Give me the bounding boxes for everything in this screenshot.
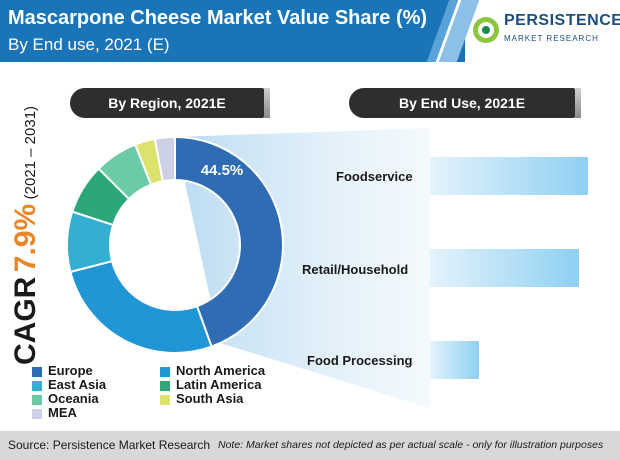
legend-swatch — [32, 366, 42, 377]
legend-item-europe: Europe — [32, 363, 93, 378]
persistence-logo — [473, 17, 499, 43]
legend-label: North America — [176, 363, 266, 378]
source-text: Source: Persistence Market Research — [8, 438, 211, 452]
legend-item-south-asia: South Asia — [160, 391, 243, 406]
legend-label: South Asia — [176, 391, 244, 406]
chart-subtitle: By End use, 2021 (E) — [8, 35, 170, 54]
legend-swatch — [160, 394, 170, 405]
legend-label: Oceania — [48, 391, 99, 406]
pie-slice-mea — [153, 135, 176, 183]
legend-swatch — [32, 408, 42, 419]
legend-item-north-america: North America — [160, 363, 265, 378]
region-pill: By Region, 2021E — [70, 88, 270, 118]
pie-slice-north-america — [69, 259, 213, 354]
legend-swatch — [160, 380, 170, 391]
legend-item-east-asia: East Asia — [32, 377, 106, 392]
legend-label: MEA — [48, 405, 77, 420]
footer-bar — [0, 431, 620, 460]
legend-label: Latin America — [176, 377, 262, 392]
legend-item-mea: MEA — [32, 405, 77, 420]
logo-name: PERSISTENCE — [504, 12, 620, 29]
legend-swatch — [32, 380, 42, 391]
bar-food-processing — [430, 341, 479, 379]
bar-label-foodservice: Foodservice — [336, 169, 413, 184]
legend-label: East Asia — [48, 377, 107, 392]
legend-item-oceania: Oceania — [32, 391, 99, 406]
legend-swatch — [160, 366, 170, 377]
bar-label-food-processing: Food Processing — [307, 353, 413, 368]
legend-label: Europe — [48, 363, 93, 378]
bar-label-retail: Retail/Household — [302, 262, 409, 277]
bar-retail-household — [430, 249, 579, 287]
legend-item-latin-america: Latin America — [160, 377, 262, 392]
logo-tagline: MARKET RESEARCH — [504, 34, 599, 43]
pie-data-label-europe: 44.5% — [201, 162, 244, 179]
bar-foodservice — [430, 157, 588, 195]
pie-slice-europe — [174, 135, 284, 348]
legend-swatch — [32, 394, 42, 405]
chart-title: Mascarpone Cheese Market Value Share (%) — [8, 7, 428, 29]
end-use-pill: By End Use, 2021E — [349, 88, 581, 118]
header-banner — [0, 0, 465, 62]
note-text: Note: Market shares not depicted as per … — [218, 439, 604, 451]
